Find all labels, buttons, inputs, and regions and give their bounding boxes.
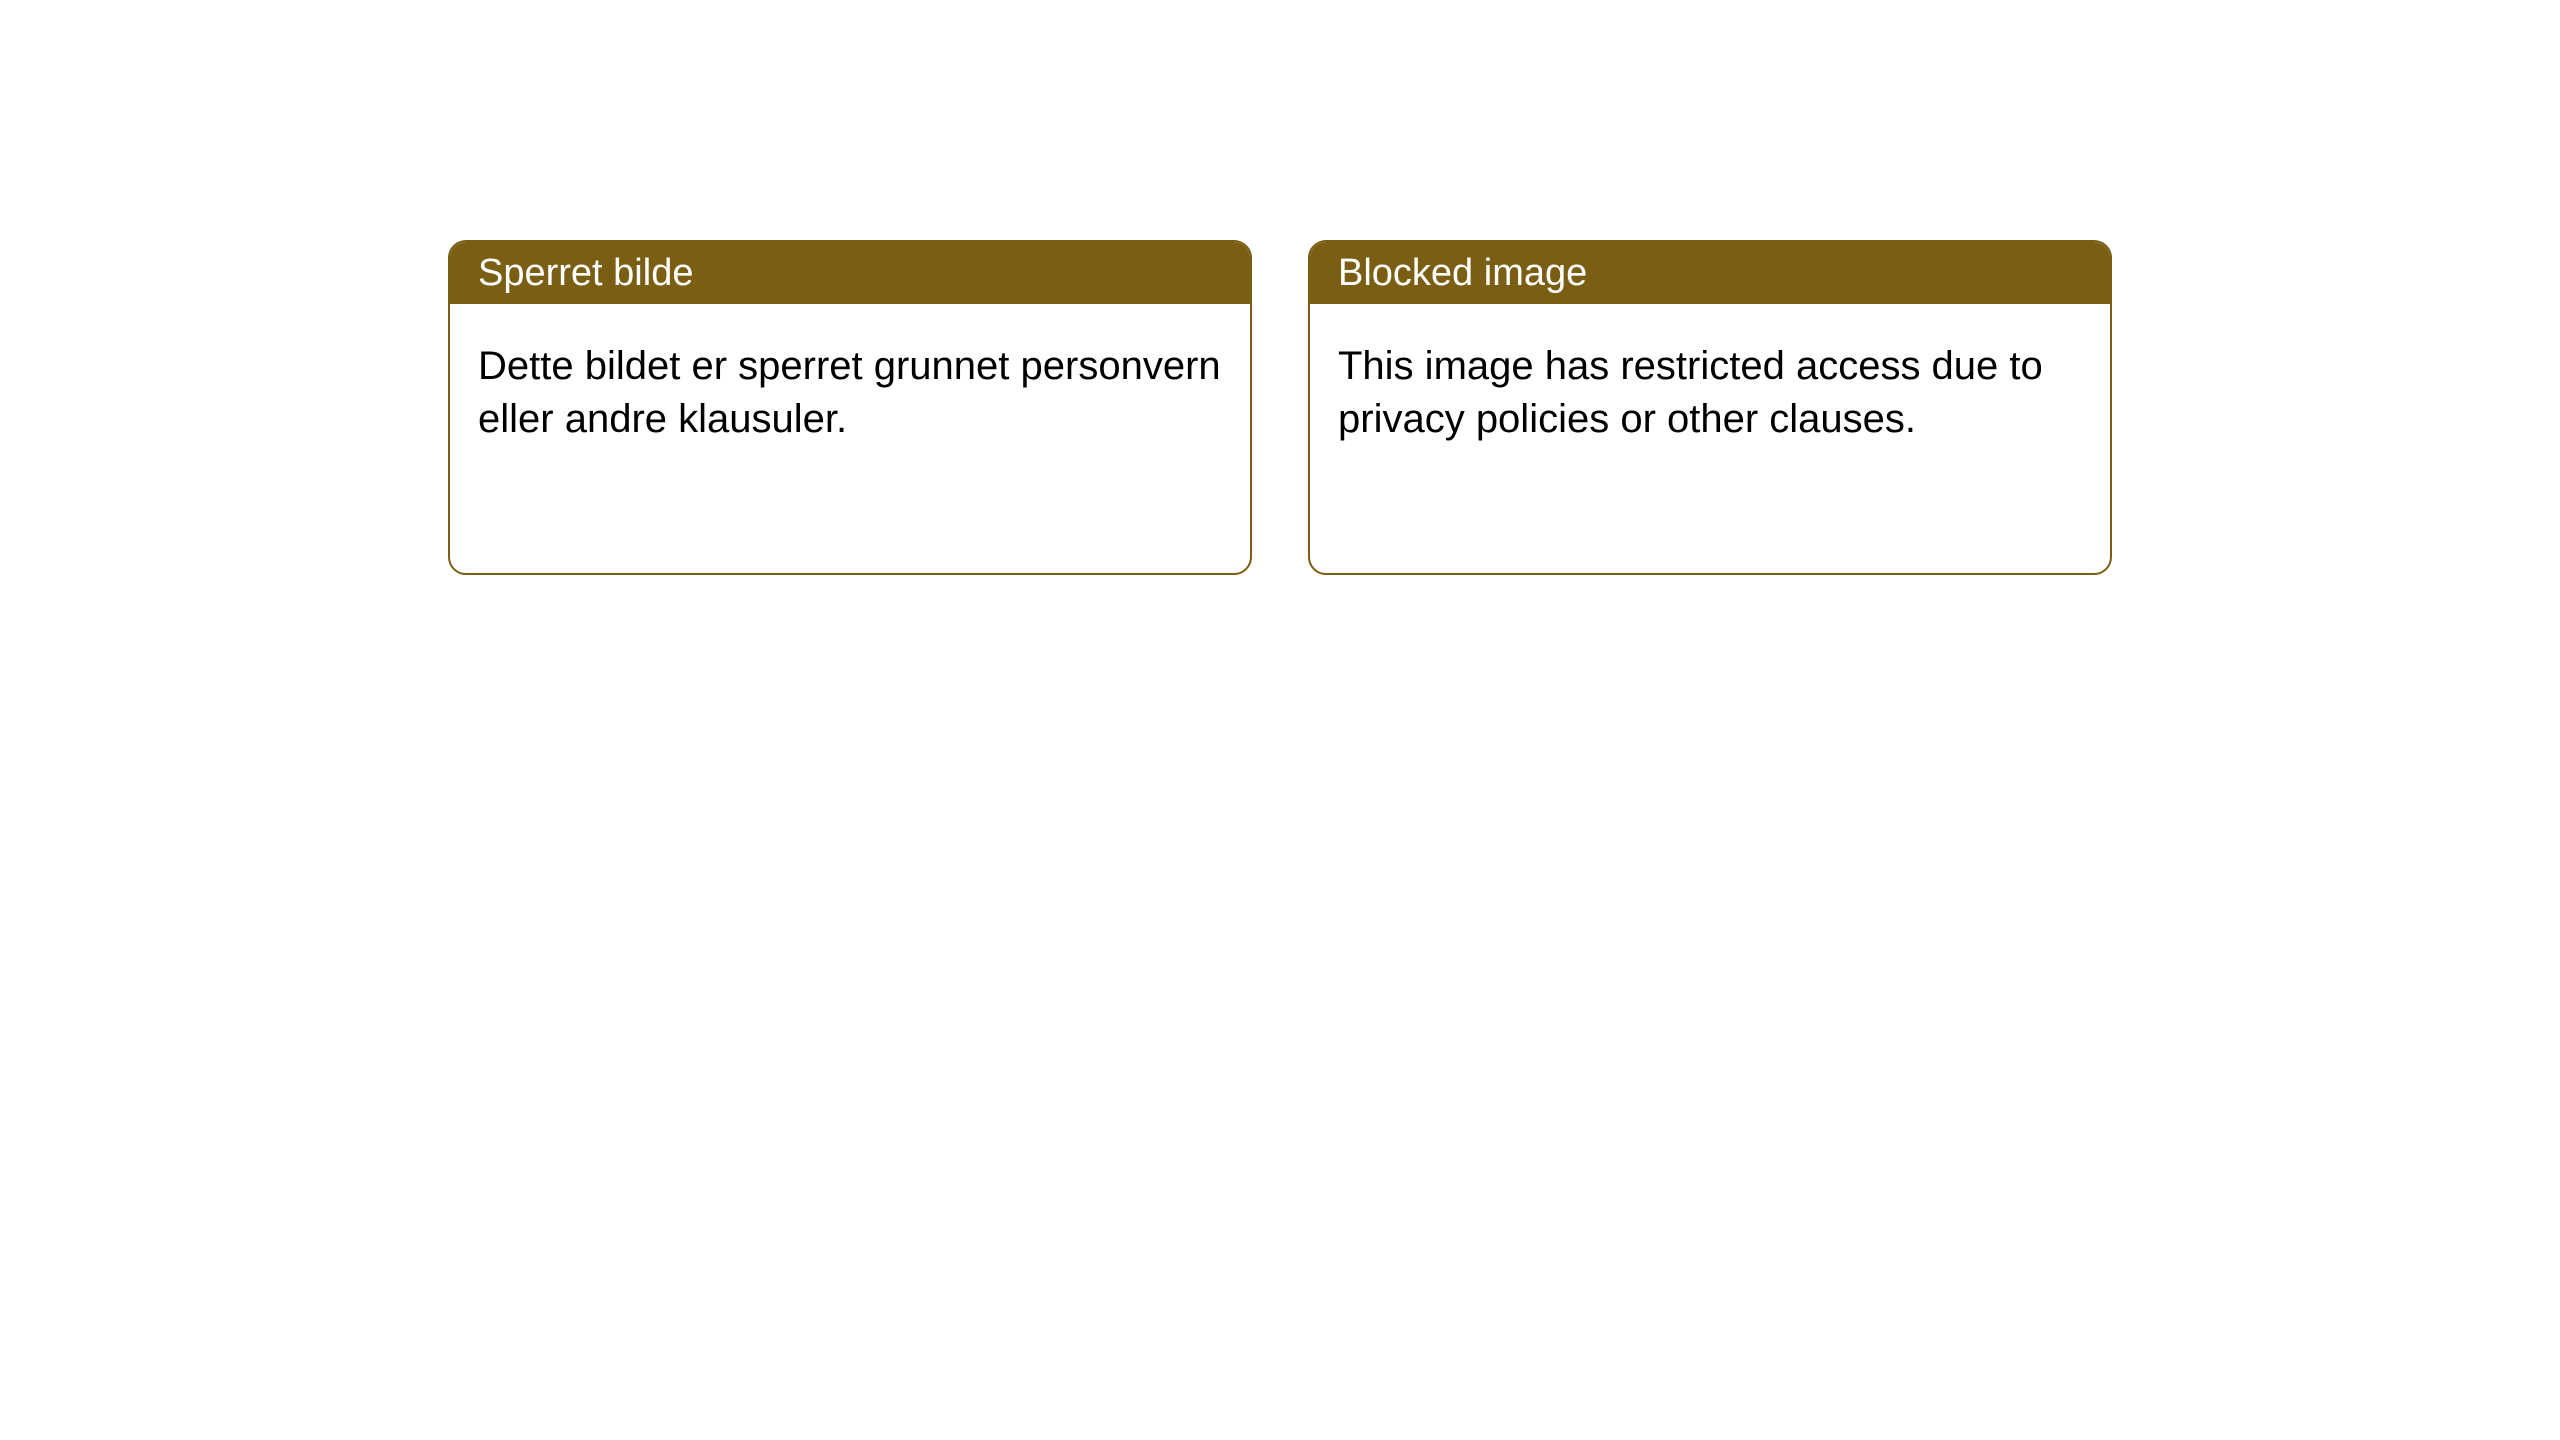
notice-container: Sperret bilde Dette bildet er sperret gr… xyxy=(448,240,2112,575)
notice-card-english: Blocked image This image has restricted … xyxy=(1308,240,2112,575)
notice-body-text: Dette bildet er sperret grunnet personve… xyxy=(478,344,1221,441)
notice-header: Sperret bilde xyxy=(450,242,1250,304)
notice-header: Blocked image xyxy=(1310,242,2110,304)
notice-body: Dette bildet er sperret grunnet personve… xyxy=(450,304,1250,482)
notice-body: This image has restricted access due to … xyxy=(1310,304,2110,482)
notice-title: Sperret bilde xyxy=(478,252,693,295)
notice-card-norwegian: Sperret bilde Dette bildet er sperret gr… xyxy=(448,240,1252,575)
notice-title: Blocked image xyxy=(1338,252,1587,295)
notice-body-text: This image has restricted access due to … xyxy=(1338,344,2043,441)
